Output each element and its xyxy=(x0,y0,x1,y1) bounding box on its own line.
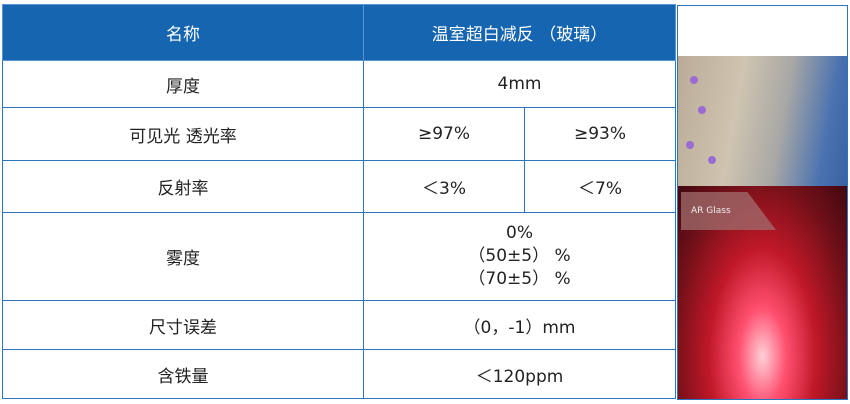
product-image-panel: AR Glass xyxy=(677,5,848,400)
row-value: ＜3% xyxy=(363,160,525,213)
row-label: 含铁量 xyxy=(2,349,364,399)
flower-decoration xyxy=(690,76,698,84)
table-row: 反射率 ＜3% ＜7% xyxy=(2,160,676,213)
table-header: 名称 温室超白减反 （玻璃） xyxy=(2,4,676,61)
header-name: 名称 xyxy=(2,4,364,61)
haze-value: （50±5） % xyxy=(468,246,571,266)
haze-value: 0% xyxy=(506,223,533,243)
row-label: 尺寸误差 xyxy=(2,300,364,350)
row-value: 4mm xyxy=(363,60,676,108)
table-row: 可见光 透光率 ≥97% ≥93% xyxy=(2,107,676,161)
row-value: 0% （50±5） % （70±5） % xyxy=(363,212,676,301)
row-label: 可见光 透光率 xyxy=(2,107,364,161)
flower-decoration xyxy=(698,106,706,114)
ar-glass-photo: AR Glass xyxy=(678,186,847,399)
row-value: ＜7% xyxy=(524,160,676,213)
row-value: （0，-1）mm xyxy=(363,300,676,350)
ar-glass-caption: AR Glass xyxy=(681,192,776,230)
table-row: 雾度 0% （50±5） % （70±5） % xyxy=(2,212,676,301)
table-row: 尺寸误差 （0，-1）mm xyxy=(2,300,676,350)
row-value: ≥93% xyxy=(524,107,676,161)
table-row: 含铁量 ＜120ppm xyxy=(2,349,676,399)
row-label: 雾度 xyxy=(2,212,364,301)
flower-decoration xyxy=(686,141,694,149)
row-label: 反射率 xyxy=(2,160,364,213)
row-value: ＜120ppm xyxy=(363,349,676,399)
spec-table: 名称 温室超白减反 （玻璃） 厚度 4mm 可见光 透光率 ≥97% ≥93% … xyxy=(2,4,676,399)
table-row: 厚度 4mm xyxy=(2,60,676,108)
row-value: ≥97% xyxy=(363,107,525,161)
textured-glass-photo xyxy=(678,56,847,186)
haze-value: （70±5） % xyxy=(468,269,571,289)
flower-decoration xyxy=(708,156,716,164)
header-product: 温室超白减反 （玻璃） xyxy=(363,4,676,61)
row-label: 厚度 xyxy=(2,60,364,108)
